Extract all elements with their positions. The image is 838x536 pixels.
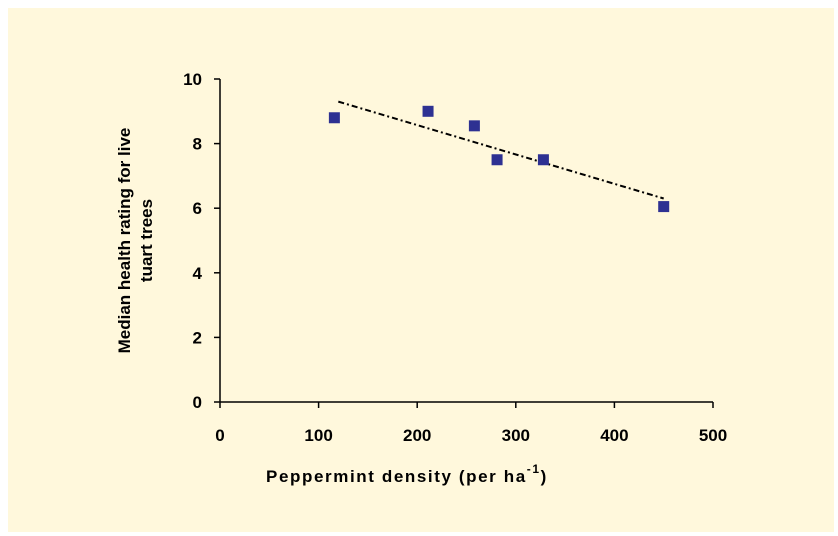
x-tick-label: 500 xyxy=(699,426,727,445)
chart-panel: 0 100 200 300 400 500 0 2 4 6 8 10 Peppermint dens… xyxy=(8,8,834,532)
chart-background xyxy=(8,8,834,532)
y-axis-title: Median health rating for live tuart trees xyxy=(115,128,156,354)
data-point xyxy=(537,154,549,166)
y-tick-label: 0 xyxy=(193,393,202,412)
x-axis-title-close: ) xyxy=(541,467,548,486)
y-tick-label: 4 xyxy=(193,264,203,283)
y-tick-label: 10 xyxy=(183,70,202,89)
x-axis-title-superscript: -1 xyxy=(527,462,541,476)
x-axis-title-main: Peppermint density (per ha xyxy=(266,467,527,486)
data-point xyxy=(328,112,340,124)
y-axis-title-line1: Median health rating for live xyxy=(115,128,134,354)
data-points xyxy=(328,105,670,213)
data-point xyxy=(658,201,670,213)
y-axis-ticks: 0 2 4 6 8 10 xyxy=(183,70,220,412)
x-tick-label: 0 xyxy=(215,426,224,445)
trendline xyxy=(338,100,664,200)
data-point xyxy=(491,154,503,166)
x-tick-label: 300 xyxy=(502,426,530,445)
x-tick-label: 400 xyxy=(600,426,628,445)
x-axis-ticks: 0 100 200 300 400 500 xyxy=(215,402,727,445)
x-tick-label: 200 xyxy=(403,426,431,445)
x-axis-title: Peppermint density (per ha-1) xyxy=(266,462,548,486)
y-axis-title-line2: tuart trees xyxy=(137,199,156,282)
x-tick-label: 100 xyxy=(304,426,332,445)
y-tick-label: 8 xyxy=(193,135,202,154)
y-tick-label: 6 xyxy=(193,199,202,218)
y-tick-label: 2 xyxy=(193,328,202,347)
scatter-chart: 0 100 200 300 400 500 0 2 4 6 8 10 Peppermint dens… xyxy=(8,8,834,532)
data-point xyxy=(468,120,480,132)
data-point xyxy=(422,105,434,117)
